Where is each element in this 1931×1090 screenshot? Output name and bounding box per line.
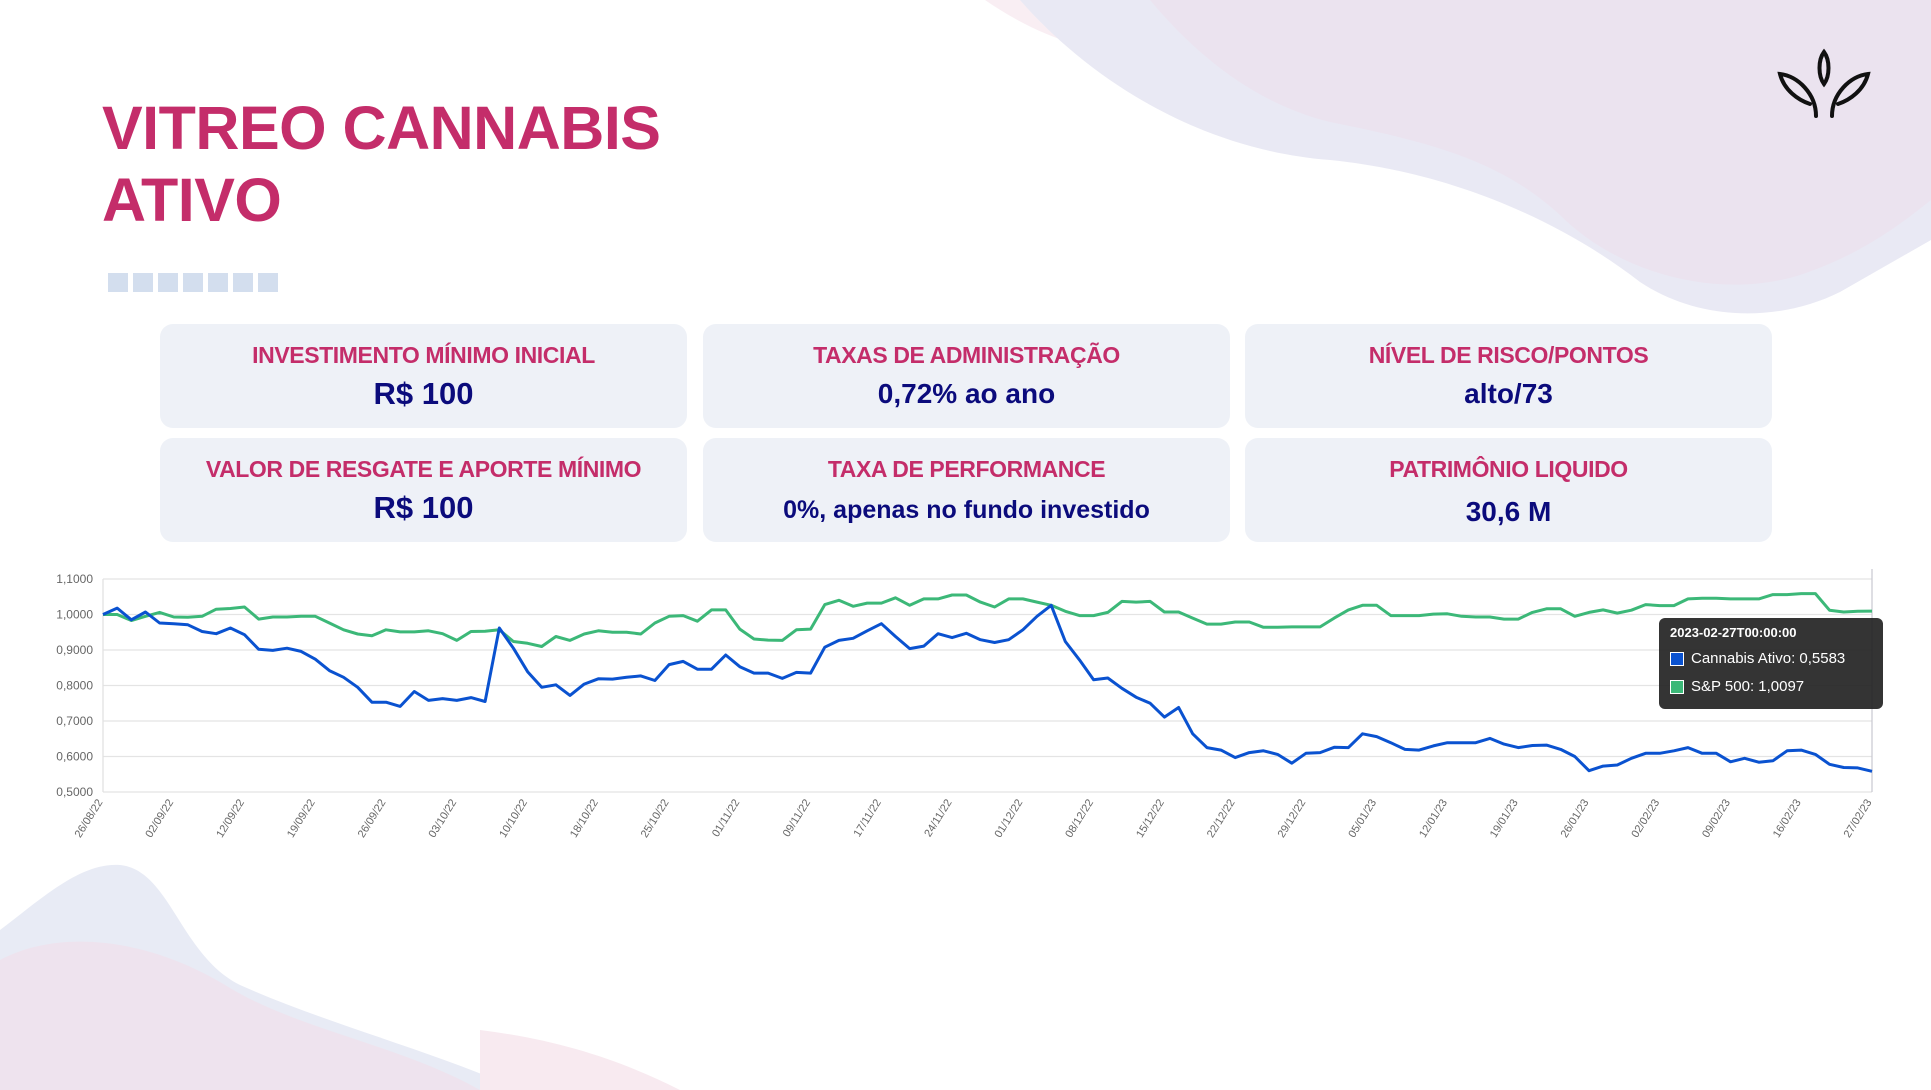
x-tick-label: 03/10/22 <box>426 797 459 840</box>
chart-tooltip: 2023-02-27T00:00:00 Cannabis Ativo: 0,55… <box>1659 618 1883 709</box>
series-line-cannabis-ativo <box>102 603 1873 773</box>
x-tick-label: 27/02/23 <box>1842 797 1875 840</box>
card-label: VALOR DE RESGATE E APORTE MÍNIMO <box>205 456 642 482</box>
x-tick-label: 01/12/22 <box>993 797 1026 840</box>
square <box>258 273 278 292</box>
x-tick-label: 17/11/22 <box>851 797 883 839</box>
card-label: PATRIMÔNIO LIQUIDO <box>1389 456 1628 482</box>
x-tick-label: 01/11/22 <box>710 797 742 839</box>
x-tick-label: 09/02/23 <box>1700 797 1733 840</box>
square <box>208 273 228 292</box>
square <box>158 273 178 292</box>
x-tick-label: 19/01/23 <box>1488 797 1521 840</box>
x-tick-label: 26/01/23 <box>1559 797 1592 840</box>
x-tick-label: 25/10/22 <box>639 797 672 840</box>
card-value: 0,72% ao ano <box>877 378 1056 409</box>
x-tick-label: 29/12/22 <box>1276 797 1309 840</box>
page-title: VITREO CANNABIS ATIVO <box>102 92 661 236</box>
y-tick-label: 1,1000 <box>56 572 93 586</box>
y-tick-label: 0,6000 <box>56 750 93 764</box>
x-tick-label: 12/09/22 <box>214 797 247 840</box>
card-label: NÍVEL DE RISCO/PONTOS <box>1368 342 1649 368</box>
card-label: INVESTIMENTO MÍNIMO INICIAL <box>252 342 595 368</box>
x-tick-label: 16/02/23 <box>1771 797 1804 840</box>
x-tick-label: 02/09/22 <box>143 797 176 840</box>
x-tick-label: 08/12/22 <box>1063 797 1096 840</box>
card-value: 0%, apenas no fundo investido <box>783 496 1150 524</box>
card-label: TAXA DE PERFORMANCE <box>827 456 1106 482</box>
x-tick-label: 15/12/22 <box>1134 797 1167 840</box>
card-value: alto/73 <box>1464 378 1553 409</box>
y-tick-label: 0,5000 <box>56 785 93 799</box>
card-investimento-minimo: INVESTIMENTO MÍNIMO INICIAL R$ 100 <box>160 324 687 428</box>
page-title-line1: VITREO CANNABIS <box>102 94 661 162</box>
bg-blob-pink-tail <box>480 1030 680 1090</box>
x-tick-label: 02/02/23 <box>1629 797 1662 840</box>
x-tick-label: 22/12/22 <box>1205 797 1238 840</box>
x-tick-label: 09/11/22 <box>781 797 813 839</box>
x-tick-label: 24/11/22 <box>922 797 954 839</box>
card-value: 30,6 M <box>1465 496 1552 527</box>
x-tick-label: 18/10/22 <box>568 797 601 840</box>
card-value: R$ 100 <box>373 376 474 411</box>
square <box>233 273 253 292</box>
x-tick-label: 10/10/22 <box>497 797 530 840</box>
tooltip-title: 2023-02-27T00:00:00 <box>1670 625 1797 640</box>
legend-swatch-sp500 <box>1670 679 1684 694</box>
tooltip-item-sp500: S&P 500: 1,0097 <box>1670 678 1804 695</box>
x-tick-label: 12/01/23 <box>1417 797 1450 840</box>
y-tick-label: 1,0000 <box>56 608 93 622</box>
page-title-line2: ATIVO <box>102 166 282 234</box>
y-tick-label: 0,9000 <box>56 643 93 657</box>
card-taxa-performance: TAXA DE PERFORMANCE 0%, apenas no fundo … <box>703 438 1230 542</box>
card-value: R$ 100 <box>373 490 474 525</box>
card-nivel-risco: NÍVEL DE RISCO/PONTOS alto/73 <box>1245 324 1772 428</box>
card-label: TAXAS DE ADMINISTRAÇÃO <box>813 342 1120 368</box>
card-taxa-administracao: TAXAS DE ADMINISTRAÇÃO 0,72% ao ano <box>703 324 1230 428</box>
bg-blob-lavender-top <box>1150 0 1931 285</box>
series-line-s-p-500 <box>103 592 1873 648</box>
x-tick-label: 26/08/22 <box>73 797 106 840</box>
square <box>108 273 128 292</box>
tooltip-item-cannabis: Cannabis Ativo: 0,5583 <box>1670 650 1845 667</box>
x-tick-label: 26/09/22 <box>356 797 389 840</box>
x-tick-label: 19/09/22 <box>285 797 318 840</box>
x-tick-label: 05/01/23 <box>1346 797 1379 840</box>
card-valor-resgate: VALOR DE RESGATE E APORTE MÍNIMO R$ 100 <box>160 438 687 542</box>
y-tick-label: 0,7000 <box>56 714 93 728</box>
decorative-squares <box>108 273 278 292</box>
tooltip-item-label: S&P 500: 1,0097 <box>1691 678 1805 695</box>
y-tick-label: 0,8000 <box>56 679 93 693</box>
square <box>133 273 153 292</box>
performance-line-chart[interactable]: 1,1000 1,0000 0,9000 0,8000 0,7000 0,6000 0,50… <box>0 560 1931 860</box>
tooltip-item-label: Cannabis Ativo: 0,5583 <box>1691 650 1846 667</box>
card-patrimonio-liquido: PATRIMÔNIO LIQUIDO 30,6 M <box>1245 438 1772 542</box>
square <box>183 273 203 292</box>
sprout-logo-icon <box>1777 48 1871 118</box>
bg-blob-pink-bottom <box>0 941 480 1090</box>
legend-swatch-cannabis <box>1670 651 1684 666</box>
